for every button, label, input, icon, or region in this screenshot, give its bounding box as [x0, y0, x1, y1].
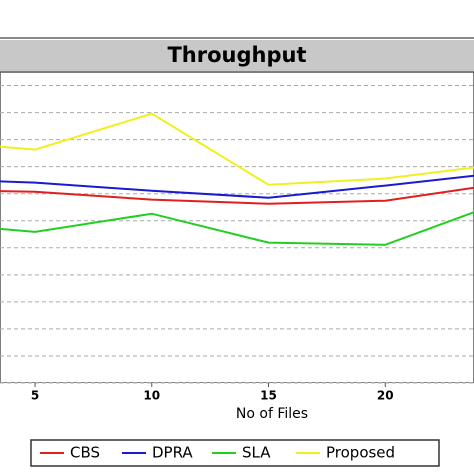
chart-title: Throughput [167, 43, 306, 67]
title-bar [0, 40, 474, 71]
series-line [0, 174, 474, 199]
x-tick-label: 20 [377, 389, 394, 403]
x-axis-label: No of Files [236, 406, 308, 422]
plot-area [0, 71, 474, 384]
series-line [0, 186, 474, 205]
x-tick-label: 5 [31, 389, 39, 403]
legend-label: Proposed [326, 444, 395, 462]
series-line [0, 112, 474, 186]
x-tick-label: 10 [143, 389, 160, 403]
legend-label: DPRA [152, 444, 193, 462]
legend-label: CBS [70, 444, 100, 462]
series-line [0, 211, 474, 246]
legend-label: SLA [242, 444, 271, 462]
x-tick-label: 15 [260, 389, 277, 403]
